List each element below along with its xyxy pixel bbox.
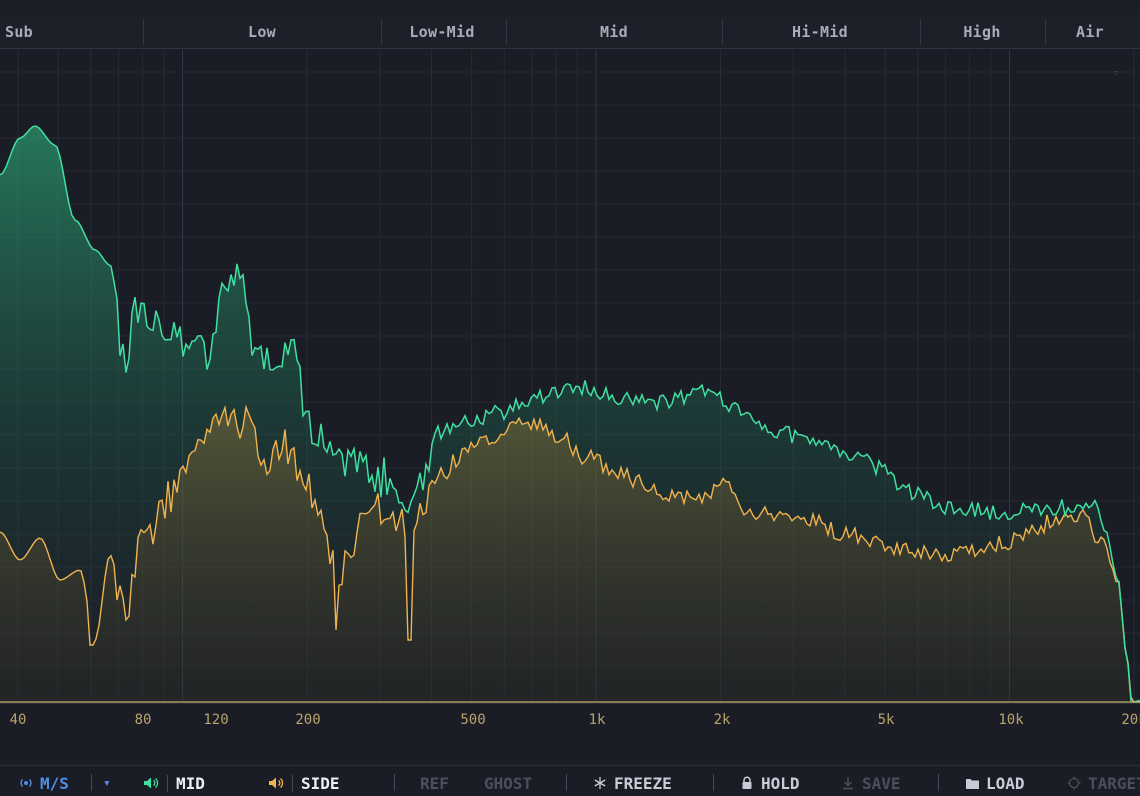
freeze-button[interactable]: FREEZE — [592, 772, 672, 794]
ghost-label: GHOST — [484, 773, 533, 793]
toolbar-divider — [167, 774, 168, 792]
band-low-label: Low — [248, 23, 276, 41]
band-high-label: High — [963, 23, 1001, 41]
band-header: Sub Low Low-Mid Mid Hi-Mid High Air — [0, 15, 1140, 49]
freq-tick-label: 5k — [877, 712, 895, 728]
target-button[interactable]: TARGET — [1066, 772, 1140, 794]
band-hi-mid-label: Hi-Mid — [792, 23, 848, 41]
band-divider — [381, 19, 382, 45]
toolbar-divider — [938, 774, 939, 791]
mid-spectrum-trace — [0, 125, 1140, 703]
side-spectrum-trace — [0, 404, 1140, 703]
freq-tick-label: 2k — [713, 712, 731, 728]
band-air-label: Air — [1076, 23, 1104, 41]
toolbar-divider — [394, 774, 395, 791]
band-sub-label: Sub — [5, 23, 33, 41]
toolbar-divider — [91, 774, 92, 791]
freq-tick-label: 500 — [460, 712, 486, 728]
snowflake-icon — [592, 775, 608, 791]
hold-button[interactable]: HOLD — [739, 772, 800, 794]
top-strip — [0, 0, 1140, 16]
ms-mode-label: M/S — [40, 773, 69, 793]
side-spectrum-fill — [0, 407, 1140, 702]
band-divider — [722, 19, 723, 45]
load-button[interactable]: LOAD — [964, 772, 1025, 794]
freq-tick-label: 20k — [1121, 712, 1140, 728]
mode-dropdown-button[interactable]: ▾ — [103, 772, 111, 794]
download-icon — [840, 775, 856, 791]
freq-tick-label: 10k — [998, 712, 1024, 728]
ms-mode-button[interactable]: M/S — [18, 772, 69, 794]
save-button[interactable]: SAVE — [840, 772, 901, 794]
target-label: TARGET — [1088, 773, 1140, 793]
ghost-button[interactable]: GHOST — [484, 772, 532, 794]
freq-tick-label: 80 — [134, 712, 152, 728]
target-icon — [1066, 775, 1082, 791]
frequency-axis: 40 80 120 200 500 1k 2k 5k 10k 20k — [0, 703, 1140, 744]
radio-broadcast-icon — [18, 775, 34, 791]
freq-tick-label: 120 — [203, 712, 229, 728]
speaker-icon — [268, 775, 284, 791]
hold-label: HOLD — [761, 773, 800, 793]
mid-label: MID — [176, 773, 205, 793]
side-monitor-toggle[interactable]: SIDE — [268, 772, 340, 794]
toolbar-divider — [713, 774, 714, 791]
freeze-label: FREEZE — [614, 773, 672, 793]
side-label: SIDE — [301, 773, 340, 793]
lock-icon — [739, 775, 755, 791]
load-label: LOAD — [986, 773, 1025, 793]
folder-icon — [964, 775, 980, 791]
chevron-down-icon: ▾ — [103, 775, 111, 791]
speaker-icon — [143, 775, 159, 791]
band-divider — [1045, 19, 1046, 45]
bottom-toolbar: M/S ▾ MID SIDE REF GHOST FREEZE HOLD — [0, 765, 1140, 796]
toolbar-divider — [566, 774, 567, 791]
band-mid-label: Mid — [600, 23, 628, 41]
toolbar-divider — [292, 774, 293, 792]
spectrum-plot[interactable]: ▫ — [0, 50, 1140, 703]
freq-tick-label: 40 — [9, 712, 27, 728]
corner-marker: ▫ — [1113, 68, 1118, 78]
freq-tick-label: 1k — [588, 712, 606, 728]
band-divider — [506, 19, 507, 45]
save-label: SAVE — [862, 773, 901, 793]
freq-tick-label: 200 — [295, 712, 321, 728]
ref-label: REF — [420, 773, 449, 793]
band-divider — [143, 19, 144, 45]
band-low-mid-label: Low-Mid — [409, 23, 475, 41]
band-divider — [920, 19, 921, 45]
reference-button[interactable]: REF — [420, 772, 449, 794]
mid-monitor-toggle[interactable]: MID — [143, 772, 205, 794]
